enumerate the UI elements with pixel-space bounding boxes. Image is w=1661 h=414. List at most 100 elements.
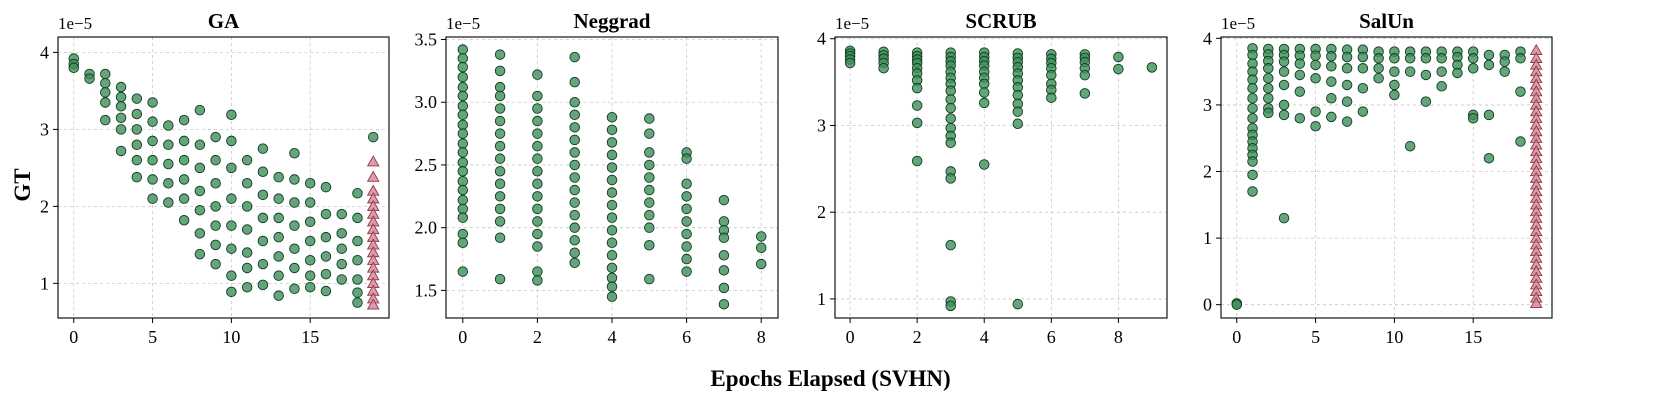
y-tick-label: 3 xyxy=(40,119,49,139)
data-point xyxy=(1341,63,1353,74)
data-point xyxy=(1389,79,1400,91)
data-point xyxy=(1373,73,1384,84)
data-point xyxy=(457,165,469,177)
y-tick-label: 4 xyxy=(1203,28,1212,48)
data-point xyxy=(241,178,253,189)
data-point xyxy=(1247,74,1258,85)
data-point xyxy=(718,265,730,276)
data-point xyxy=(569,257,580,269)
data-point xyxy=(945,102,956,114)
data-point xyxy=(606,187,618,198)
data-point xyxy=(606,199,618,211)
data-point xyxy=(494,140,506,152)
subplot-title: SalUn xyxy=(1359,9,1414,33)
data-point xyxy=(320,231,332,243)
data-point xyxy=(532,115,543,127)
x-tick-label: 8 xyxy=(1114,327,1123,347)
data-point xyxy=(681,178,692,190)
data-point xyxy=(1113,63,1124,75)
axes-frame xyxy=(834,36,1168,319)
data-point xyxy=(336,243,347,254)
data-point xyxy=(273,171,284,183)
data-point xyxy=(494,178,506,190)
x-axis-label: Epochs Elapsed (SVHN) xyxy=(710,366,951,391)
data-point xyxy=(1012,89,1024,101)
data-point xyxy=(1310,50,1321,61)
data-point xyxy=(532,140,543,152)
data-point xyxy=(569,184,580,196)
data-point xyxy=(289,243,300,254)
data-point xyxy=(289,147,300,159)
data-point xyxy=(569,122,580,133)
data-point xyxy=(257,258,269,270)
data-point xyxy=(304,178,316,189)
y-tick-label: 2 xyxy=(40,196,49,216)
data-point xyxy=(100,114,111,126)
data-point xyxy=(194,228,206,239)
data-point xyxy=(1278,56,1290,67)
data-point xyxy=(226,220,237,231)
data-point xyxy=(289,174,300,185)
data-point xyxy=(1247,102,1258,114)
axes-frame xyxy=(57,36,390,319)
data-point xyxy=(194,204,206,216)
data-point xyxy=(352,235,363,247)
data-point xyxy=(131,139,143,151)
axis-offset-text: 1e−5 xyxy=(58,14,92,33)
data-point xyxy=(367,131,379,143)
data-point xyxy=(320,208,332,220)
data-point xyxy=(115,101,127,112)
data-point xyxy=(1278,79,1290,91)
data-point xyxy=(241,281,253,293)
x-tick-label: 15 xyxy=(1464,327,1482,347)
data-point xyxy=(1467,53,1479,64)
data-point xyxy=(194,248,206,260)
data-point xyxy=(1483,152,1495,164)
data-point xyxy=(532,228,543,240)
data-point xyxy=(945,173,956,184)
data-point xyxy=(457,212,469,223)
data-point xyxy=(336,208,347,220)
data-point xyxy=(336,228,347,239)
data-point xyxy=(1420,96,1432,107)
data-point xyxy=(606,149,618,161)
subplot-title: GA xyxy=(208,9,240,33)
data-point xyxy=(1294,58,1306,69)
data-point xyxy=(569,197,580,208)
data-point xyxy=(257,143,269,154)
data-point xyxy=(1420,53,1432,64)
data-point xyxy=(210,258,221,270)
data-point xyxy=(273,270,284,281)
y-tick-label: 4 xyxy=(817,29,826,49)
data-point xyxy=(163,139,174,151)
data-point xyxy=(569,247,580,259)
data-point xyxy=(1310,120,1321,132)
data-point xyxy=(115,81,127,93)
x-tick-label: 5 xyxy=(1311,327,1320,347)
data-point xyxy=(1247,169,1258,181)
data-point xyxy=(681,241,692,252)
axis-offset-text: 1e−5 xyxy=(835,14,869,33)
data-point xyxy=(241,201,253,212)
data-point xyxy=(1483,109,1495,121)
data-point xyxy=(569,209,580,221)
data-point xyxy=(131,108,143,120)
data-point xyxy=(532,128,543,139)
data-point xyxy=(569,234,580,246)
data-point xyxy=(569,134,580,146)
data-point xyxy=(978,159,990,170)
data-point xyxy=(532,178,543,190)
data-point xyxy=(569,147,580,158)
data-point xyxy=(178,135,190,147)
data-point xyxy=(457,53,469,64)
data-point xyxy=(1326,93,1337,104)
data-point xyxy=(336,258,347,270)
data-point xyxy=(945,113,956,124)
data-point xyxy=(644,159,655,171)
data-point xyxy=(1483,59,1495,71)
data-point xyxy=(131,154,143,166)
data-point xyxy=(1341,116,1353,127)
data-point xyxy=(945,94,956,105)
data-point xyxy=(273,231,284,243)
